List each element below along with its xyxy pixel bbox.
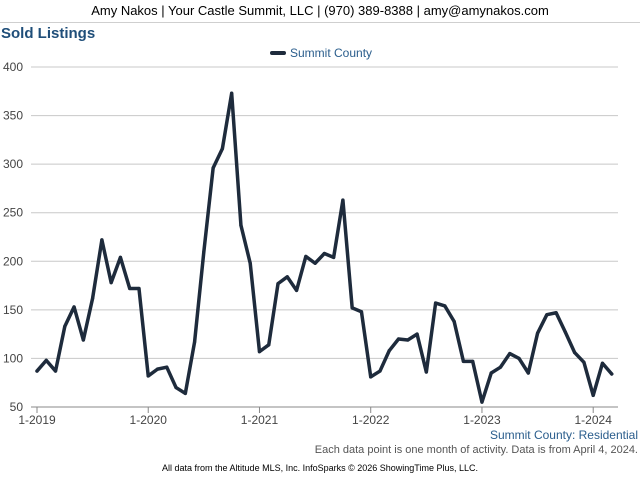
data-point — [508, 351, 512, 356]
series-layer — [35, 91, 614, 404]
data-point — [554, 311, 558, 315]
data-point — [44, 358, 48, 362]
data-point — [257, 350, 262, 354]
x-tick-label: 1-2020 — [130, 413, 168, 427]
data-point — [341, 198, 345, 202]
x-tick-label: 1-2024 — [575, 413, 613, 427]
series-line — [35, 91, 614, 404]
data-point — [128, 286, 132, 291]
data-point — [387, 349, 391, 353]
data-point — [582, 360, 586, 364]
data-point — [517, 356, 521, 361]
data-point — [535, 331, 540, 335]
x-tick-label: 1-2023 — [463, 413, 501, 427]
data-point — [276, 282, 280, 286]
data-point — [239, 223, 243, 227]
chart-title: Sold Listings — [1, 25, 96, 42]
data-point — [591, 393, 595, 397]
data-point — [137, 286, 141, 291]
legend-swatch — [270, 51, 286, 55]
chart-legend: Summit County — [270, 46, 372, 60]
y-tick-label: 50 — [10, 400, 24, 414]
data-point — [452, 319, 456, 324]
data-point — [53, 369, 58, 373]
chart-subtitle: Summit County: Residential — [489, 428, 638, 442]
data-point — [100, 238, 104, 242]
data-point — [600, 361, 605, 365]
y-tick-label: 350 — [3, 109, 23, 123]
data-point — [202, 249, 206, 254]
data-point — [294, 288, 299, 293]
data-point — [91, 296, 95, 300]
data-point — [406, 338, 410, 342]
y-tick-label: 150 — [3, 303, 23, 317]
data-point — [415, 332, 419, 336]
data-point — [81, 338, 85, 342]
data-point — [526, 371, 530, 375]
axis-layer: 50 100 150 200 250 300 350 400 1-2019 1-2020 1-202… — [3, 60, 618, 427]
data-point — [35, 369, 39, 373]
data-point — [443, 304, 447, 308]
data-point — [211, 166, 215, 170]
data-point — [192, 340, 197, 344]
data-point — [480, 400, 484, 404]
data-point — [396, 337, 401, 341]
data-point — [563, 330, 567, 334]
data-point — [545, 313, 549, 317]
data-point — [378, 369, 382, 373]
data-point — [267, 343, 271, 347]
data-point — [230, 91, 234, 95]
data-point — [610, 372, 614, 376]
data-point — [155, 367, 160, 371]
data-note: Each data point is one month of activity… — [314, 444, 638, 456]
data-point — [146, 374, 150, 378]
data-point — [332, 255, 336, 259]
data-point — [322, 251, 326, 256]
y-tick-label: 300 — [3, 157, 23, 171]
data-point — [63, 324, 67, 328]
data-point — [434, 301, 438, 305]
x-tick-label: 1-2019 — [18, 413, 56, 427]
data-point — [461, 359, 466, 363]
y-tick-label: 200 — [3, 254, 23, 268]
data-point — [174, 385, 178, 390]
footer-credit: All data from the Altitude MLS, Inc. Inf… — [162, 463, 478, 473]
data-point — [369, 375, 373, 379]
contact-header: Amy Nakos | Your Castle Summit, LLC | (9… — [0, 0, 640, 23]
legend-label: Summit County — [290, 46, 373, 60]
data-point — [350, 306, 354, 310]
data-point — [489, 371, 493, 375]
x-tick-label: 1-2022 — [352, 413, 390, 427]
y-tick-label: 100 — [3, 351, 23, 365]
data-point — [359, 310, 364, 314]
data-point — [313, 261, 317, 265]
data-point — [220, 147, 224, 151]
data-point — [165, 365, 169, 369]
data-point — [109, 281, 113, 285]
grid-layer — [31, 66, 618, 408]
data-point — [72, 305, 76, 309]
data-point — [304, 254, 308, 259]
data-point — [424, 370, 428, 374]
data-point — [471, 359, 475, 363]
contact-text: Amy Nakos | Your Castle Summit, LLC | (9… — [91, 3, 549, 18]
data-point — [183, 391, 187, 395]
data-point — [285, 275, 289, 279]
y-tick-label: 250 — [3, 206, 23, 220]
data-point — [573, 351, 577, 355]
x-tick-label: 1-2021 — [241, 413, 279, 427]
y-tick-label: 400 — [3, 60, 23, 74]
data-point — [498, 365, 503, 369]
data-point — [248, 261, 252, 265]
data-point — [118, 255, 123, 259]
